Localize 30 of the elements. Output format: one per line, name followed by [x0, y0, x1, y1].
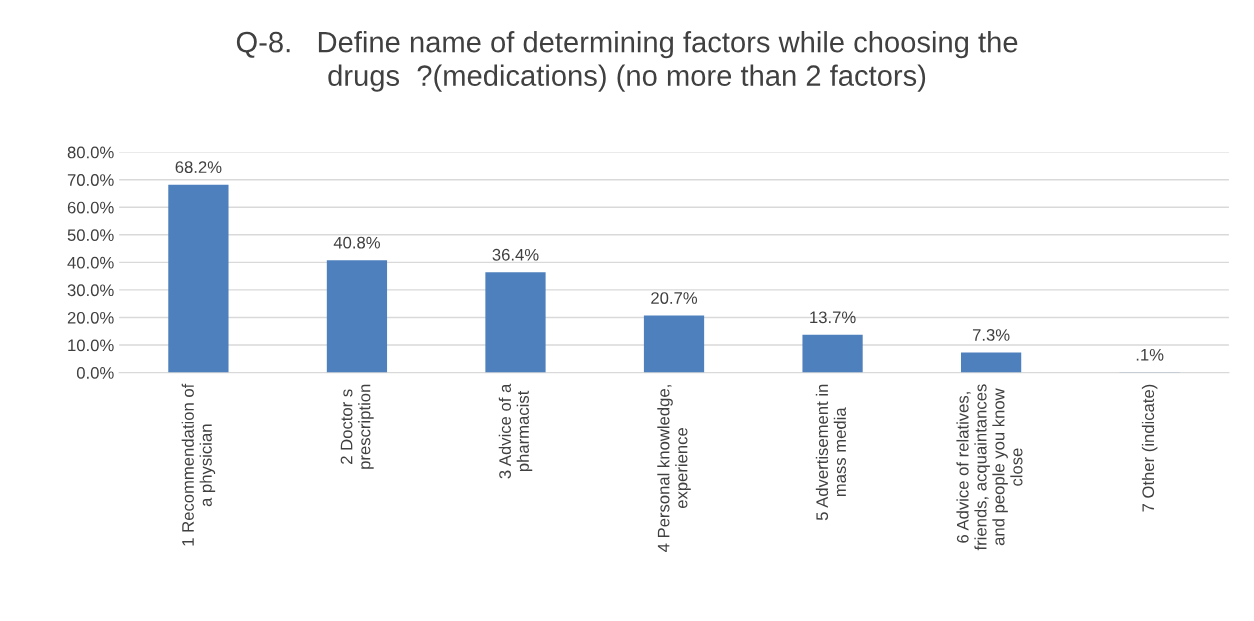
x-tick-label: 4 Personal knowledge, experience — [657, 385, 691, 552]
y-tick-label: 0.0% — [76, 367, 114, 379]
chart-title: Q-8. Define name of determining factors while choosing the drugs ?(medications) (no more than 2 factors) — [236, 31, 1018, 92]
x-tick-label: 2 Doctor s prescription — [340, 384, 374, 469]
y-tick-label: 10.0% — [68, 339, 114, 352]
y-tick-label: 20.0% — [67, 311, 114, 324]
data-label: 7.3% — [972, 329, 1010, 341]
data-label: 36.4% — [492, 248, 539, 261]
data-label: 40.8% — [333, 236, 380, 249]
x-tick-label: 7 Other (indicate) — [1141, 384, 1158, 512]
y-tick-label: 30.0% — [67, 284, 114, 297]
bar — [643, 315, 705, 373]
bar — [326, 260, 388, 373]
data-label: .1% — [1136, 348, 1164, 361]
y-tick-label: 40.0% — [67, 256, 114, 269]
bar — [485, 272, 546, 373]
x-tick-label: 3 Advice of a pharmacist — [498, 383, 533, 479]
data-label: 20.7% — [651, 292, 698, 304]
y-tick-label: 80.0% — [67, 146, 114, 159]
y-tick-label: 70.0% — [67, 174, 114, 186]
y-tick-label: 50.0% — [67, 229, 114, 242]
y-tick-label: 60.0% — [67, 201, 114, 214]
data-label: 68.2% — [175, 161, 222, 174]
x-tick-label: 6 Advice of relatives, friends, acquaintances and people you know close — [956, 384, 1023, 551]
x-tick-label: 5 Advertisement in mass media — [815, 384, 847, 521]
x-tick-label: 1 Recommendation of a physician — [181, 383, 216, 546]
bar — [168, 184, 229, 373]
data-label: 13.7% — [810, 311, 856, 324]
bar — [960, 352, 1022, 373]
bar — [802, 334, 863, 373]
